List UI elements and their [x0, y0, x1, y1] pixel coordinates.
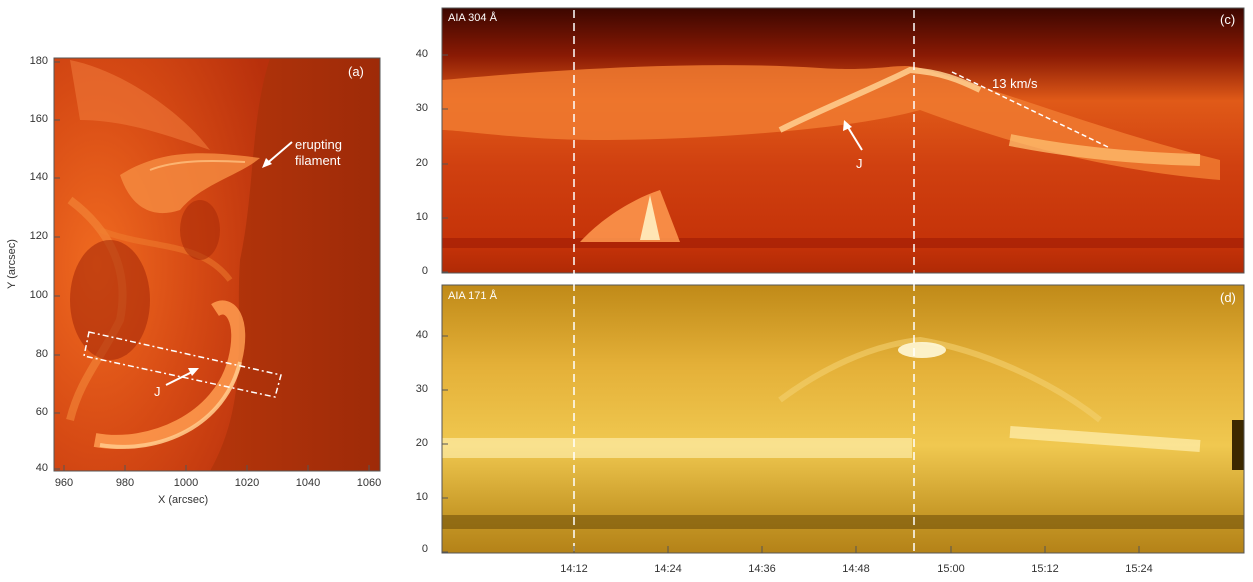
a-ytick: 160 [29, 113, 48, 125]
a-ytick: 40 [35, 462, 48, 474]
speed-annotation: 13 km/s [992, 76, 1038, 91]
c-ytick: 0 [421, 265, 428, 277]
d-ytick: 0 [421, 543, 428, 555]
panel-d-label: (d) [1220, 290, 1236, 305]
time-tick: 14:48 [842, 563, 870, 575]
time-distance-panels: AIA 304 Å (c) 13 km/s J AIA 171 Å (d) 40… [400, 0, 1253, 582]
panel-d-channel: AIA 171 Å [448, 290, 497, 302]
a-ytick: 140 [29, 171, 48, 183]
panel-c-frame [441, 7, 1245, 274]
panel-a-label: (a) [348, 64, 364, 79]
time-tick: 14:24 [654, 563, 682, 575]
panel-a: 180 160 140 120 100 80 60 40 960 980 100… [0, 0, 395, 582]
a-ytick: 180 [29, 55, 48, 67]
a-xtick: 1020 [234, 477, 260, 489]
c-ytick: 30 [415, 102, 428, 114]
time-tick: 15:24 [1125, 563, 1153, 575]
panel-d-frame [441, 284, 1245, 554]
a-ytick: 100 [29, 289, 48, 301]
j-annotation-c: J [856, 156, 863, 171]
a-y-axis-label: Y (arcsec) [6, 239, 18, 289]
time-tick: 15:00 [937, 563, 965, 575]
c-ytick: 40 [415, 48, 428, 60]
a-ytick: 60 [35, 406, 48, 418]
a-xtick: 1060 [356, 477, 382, 489]
speed-fit-line [951, 71, 1111, 149]
loop-arc [93, 300, 246, 449]
panel-d [442, 285, 1244, 553]
time-tick: 14:36 [748, 563, 776, 575]
panel-a-image [53, 57, 381, 472]
panel-c-label: (c) [1220, 12, 1236, 27]
d-ytick: 30 [415, 383, 428, 395]
time-tick: 14:12 [560, 563, 588, 575]
a-xtick: 1000 [173, 477, 199, 489]
a-x-axis-label: X (arcsec) [158, 494, 209, 506]
a-ytick: 80 [35, 348, 48, 360]
j-annotation-a: J [154, 384, 161, 399]
panel-c-channel: AIA 304 Å [448, 12, 497, 24]
panel-c [442, 8, 1244, 273]
time-distance-image [441, 7, 1245, 554]
filament-annotation: erupting filament [295, 137, 342, 168]
d-ytick: 10 [415, 491, 428, 503]
c-ytick: 20 [415, 157, 428, 169]
d-ytick: 40 [415, 329, 428, 341]
c-ytick: 10 [415, 211, 428, 223]
panel-a-frame [53, 57, 381, 472]
d-ytick: 20 [415, 437, 428, 449]
a-ytick: 120 [29, 230, 48, 242]
time-tick: 15:12 [1031, 563, 1059, 575]
slit-box [83, 331, 282, 398]
a-xtick: 960 [54, 477, 74, 489]
a-xtick: 1040 [295, 477, 321, 489]
a-xtick: 980 [115, 477, 135, 489]
